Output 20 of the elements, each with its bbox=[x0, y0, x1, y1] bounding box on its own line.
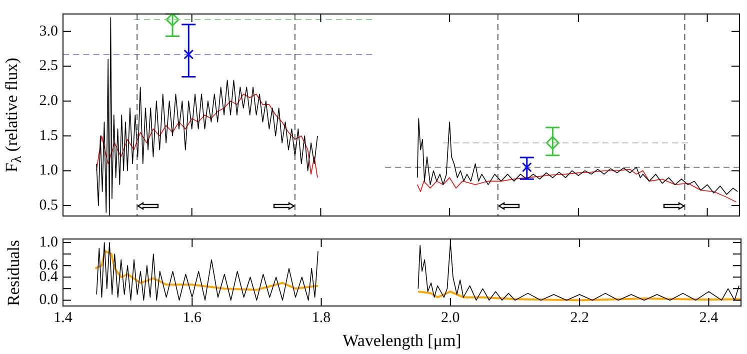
y-tick-label: 1.0 bbox=[39, 234, 58, 250]
x-axis-title: Wavelength [μm] bbox=[342, 331, 462, 351]
x-tick-label: 1.6 bbox=[182, 310, 202, 326]
x-tick-label: 2.4 bbox=[699, 310, 719, 326]
point bbox=[522, 162, 532, 172]
y-tick-label: 2.5 bbox=[39, 58, 58, 74]
y-tick-label: 0.5 bbox=[39, 197, 58, 214]
x-tick-label: 2.0 bbox=[441, 310, 460, 326]
y-tick-label: 1.5 bbox=[39, 128, 58, 144]
x-tick-label: 1.8 bbox=[312, 310, 331, 326]
y-tick-label: 1.0 bbox=[39, 162, 58, 179]
y-tick-label: 2.0 bbox=[39, 93, 58, 110]
point bbox=[546, 136, 560, 150]
x-tick-label: 1.4 bbox=[54, 310, 73, 326]
x-tick-label: 2.2 bbox=[570, 310, 589, 326]
y-axis-title: Residuals bbox=[4, 239, 24, 306]
y-tick-label: 3.0 bbox=[39, 23, 58, 40]
y-tick-label: 0.0 bbox=[39, 292, 58, 308]
point bbox=[184, 49, 194, 60]
point bbox=[166, 14, 180, 26]
